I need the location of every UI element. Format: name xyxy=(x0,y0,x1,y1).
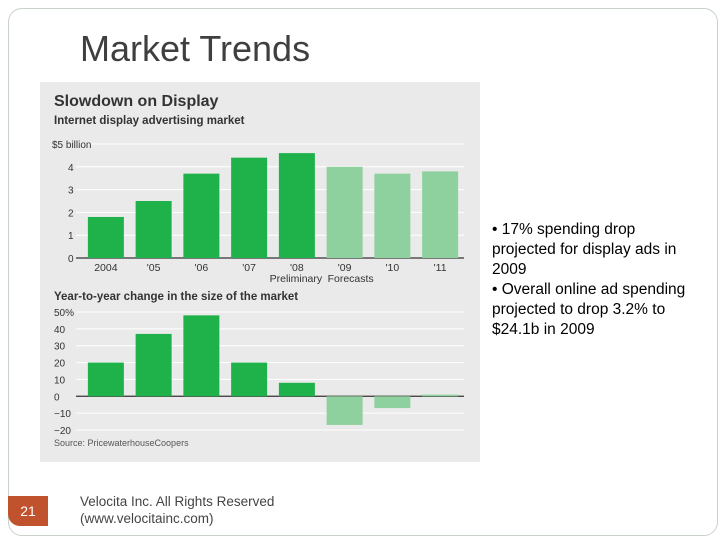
x-tick-label: '08 xyxy=(290,262,304,274)
footer: Velocita Inc. All Rights Reserved (www.v… xyxy=(80,493,274,527)
x-tick-label: '10 xyxy=(386,262,400,274)
chart-subtitle: Internet display advertising market xyxy=(54,115,245,127)
slide-title: Market Trends xyxy=(80,28,311,69)
bar xyxy=(87,362,124,397)
bar xyxy=(278,153,315,258)
chart-title: Year-to-year change in the size of the m… xyxy=(54,291,298,303)
bar xyxy=(326,166,363,258)
bar xyxy=(422,171,459,258)
bullet-item: • Overall online ad spending projected t… xyxy=(492,281,686,338)
chart-source: Source: PricewaterhouseCoopers xyxy=(54,438,189,448)
bar xyxy=(231,157,268,258)
slide-frame xyxy=(8,8,718,536)
bar xyxy=(422,394,459,397)
x-tick-label: '06 xyxy=(195,262,209,274)
category-note: Preliminary xyxy=(270,273,323,285)
x-tick-label: '07 xyxy=(242,262,256,274)
footer-url: (www.velocitainc.com) xyxy=(80,511,214,526)
y-tick-label: 3 xyxy=(68,186,74,197)
x-tick-label: '09 xyxy=(338,262,352,274)
y-tick-label: 50% xyxy=(54,308,74,319)
bar xyxy=(183,315,220,397)
y-tick-label: 2 xyxy=(68,208,74,219)
chart-svg: Slowdown on Display Internet display adve… xyxy=(52,93,464,448)
y-tick-label: 1 xyxy=(68,231,74,242)
y-tick-label: $5 billion xyxy=(52,140,91,151)
bar xyxy=(135,333,172,397)
bar xyxy=(374,173,411,258)
bar xyxy=(326,396,363,425)
category-note: Forecasts xyxy=(328,273,374,285)
bar xyxy=(231,362,268,397)
bullet-list: • 17% spending drop projected for displa… xyxy=(492,220,697,340)
footer-copyright: Velocita Inc. All Rights Reserved xyxy=(80,494,275,509)
y-tick-label: 0 xyxy=(54,392,60,403)
y-tick-label: 0 xyxy=(68,254,74,265)
y-tick-label: 30 xyxy=(54,342,66,353)
chart-title: Slowdown on Display xyxy=(54,93,219,110)
y-tick-label: −10 xyxy=(54,409,71,420)
slide-number: 21 xyxy=(20,503,36,519)
y-tick-label: −20 xyxy=(54,426,71,437)
y-tick-label: 20 xyxy=(54,359,66,370)
x-tick-label: '11 xyxy=(434,262,447,274)
y-tick-label: 10 xyxy=(54,375,66,386)
bullet-item: • 17% spending drop projected for displa… xyxy=(492,221,677,278)
chart-figure: Slowdown on Display Internet display adve… xyxy=(40,82,480,462)
y-tick-label: 40 xyxy=(54,325,66,336)
bar xyxy=(183,173,220,258)
y-tick-label: 4 xyxy=(68,163,74,174)
x-tick-label: '05 xyxy=(147,262,161,274)
bar xyxy=(278,382,315,397)
x-tick-label: 2004 xyxy=(94,262,118,274)
slide-number-badge: 21 xyxy=(8,496,48,526)
bar xyxy=(135,201,172,258)
bar xyxy=(87,216,124,258)
bar xyxy=(374,396,411,409)
